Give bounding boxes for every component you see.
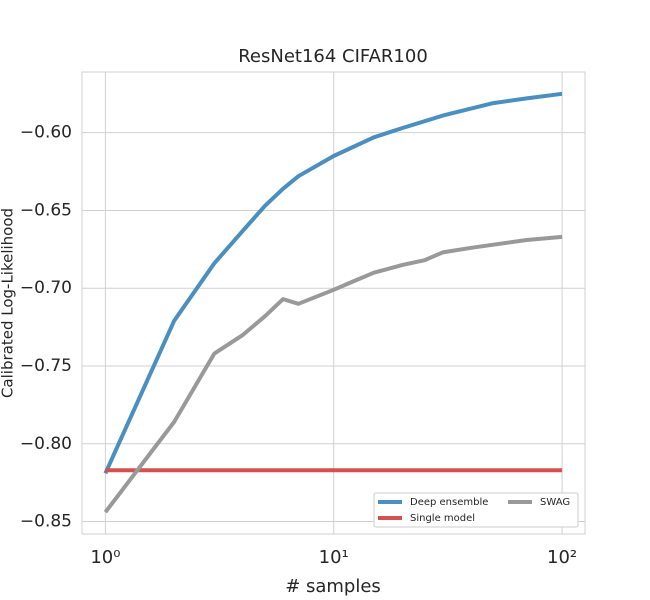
y-tick-label: −0.70 bbox=[20, 278, 72, 298]
legend-label: Single model bbox=[410, 513, 475, 524]
plot-frame bbox=[81, 71, 586, 535]
y-tick-label: −0.80 bbox=[20, 434, 72, 454]
line-series bbox=[103, 234, 563, 514]
x-tick-label: 10⁰ bbox=[90, 547, 120, 568]
legend-label: SWAG bbox=[540, 497, 570, 508]
x-tick-label: 10¹ bbox=[319, 547, 349, 568]
line-series bbox=[103, 91, 563, 475]
legend-label: Deep ensemble bbox=[410, 497, 488, 508]
y-tick-label: −0.75 bbox=[20, 356, 72, 376]
chart-title: ResNet164 CIFAR100 bbox=[238, 46, 428, 67]
y-tick-label: −0.85 bbox=[20, 512, 72, 532]
y-axis-label: Calibrated Log-Likelihood bbox=[0, 208, 17, 398]
x-axis-label: # samples bbox=[285, 576, 381, 597]
y-tick-label: −0.65 bbox=[20, 200, 72, 220]
y-tick-label: −0.60 bbox=[20, 123, 72, 143]
x-tick-label: 10² bbox=[547, 547, 577, 568]
